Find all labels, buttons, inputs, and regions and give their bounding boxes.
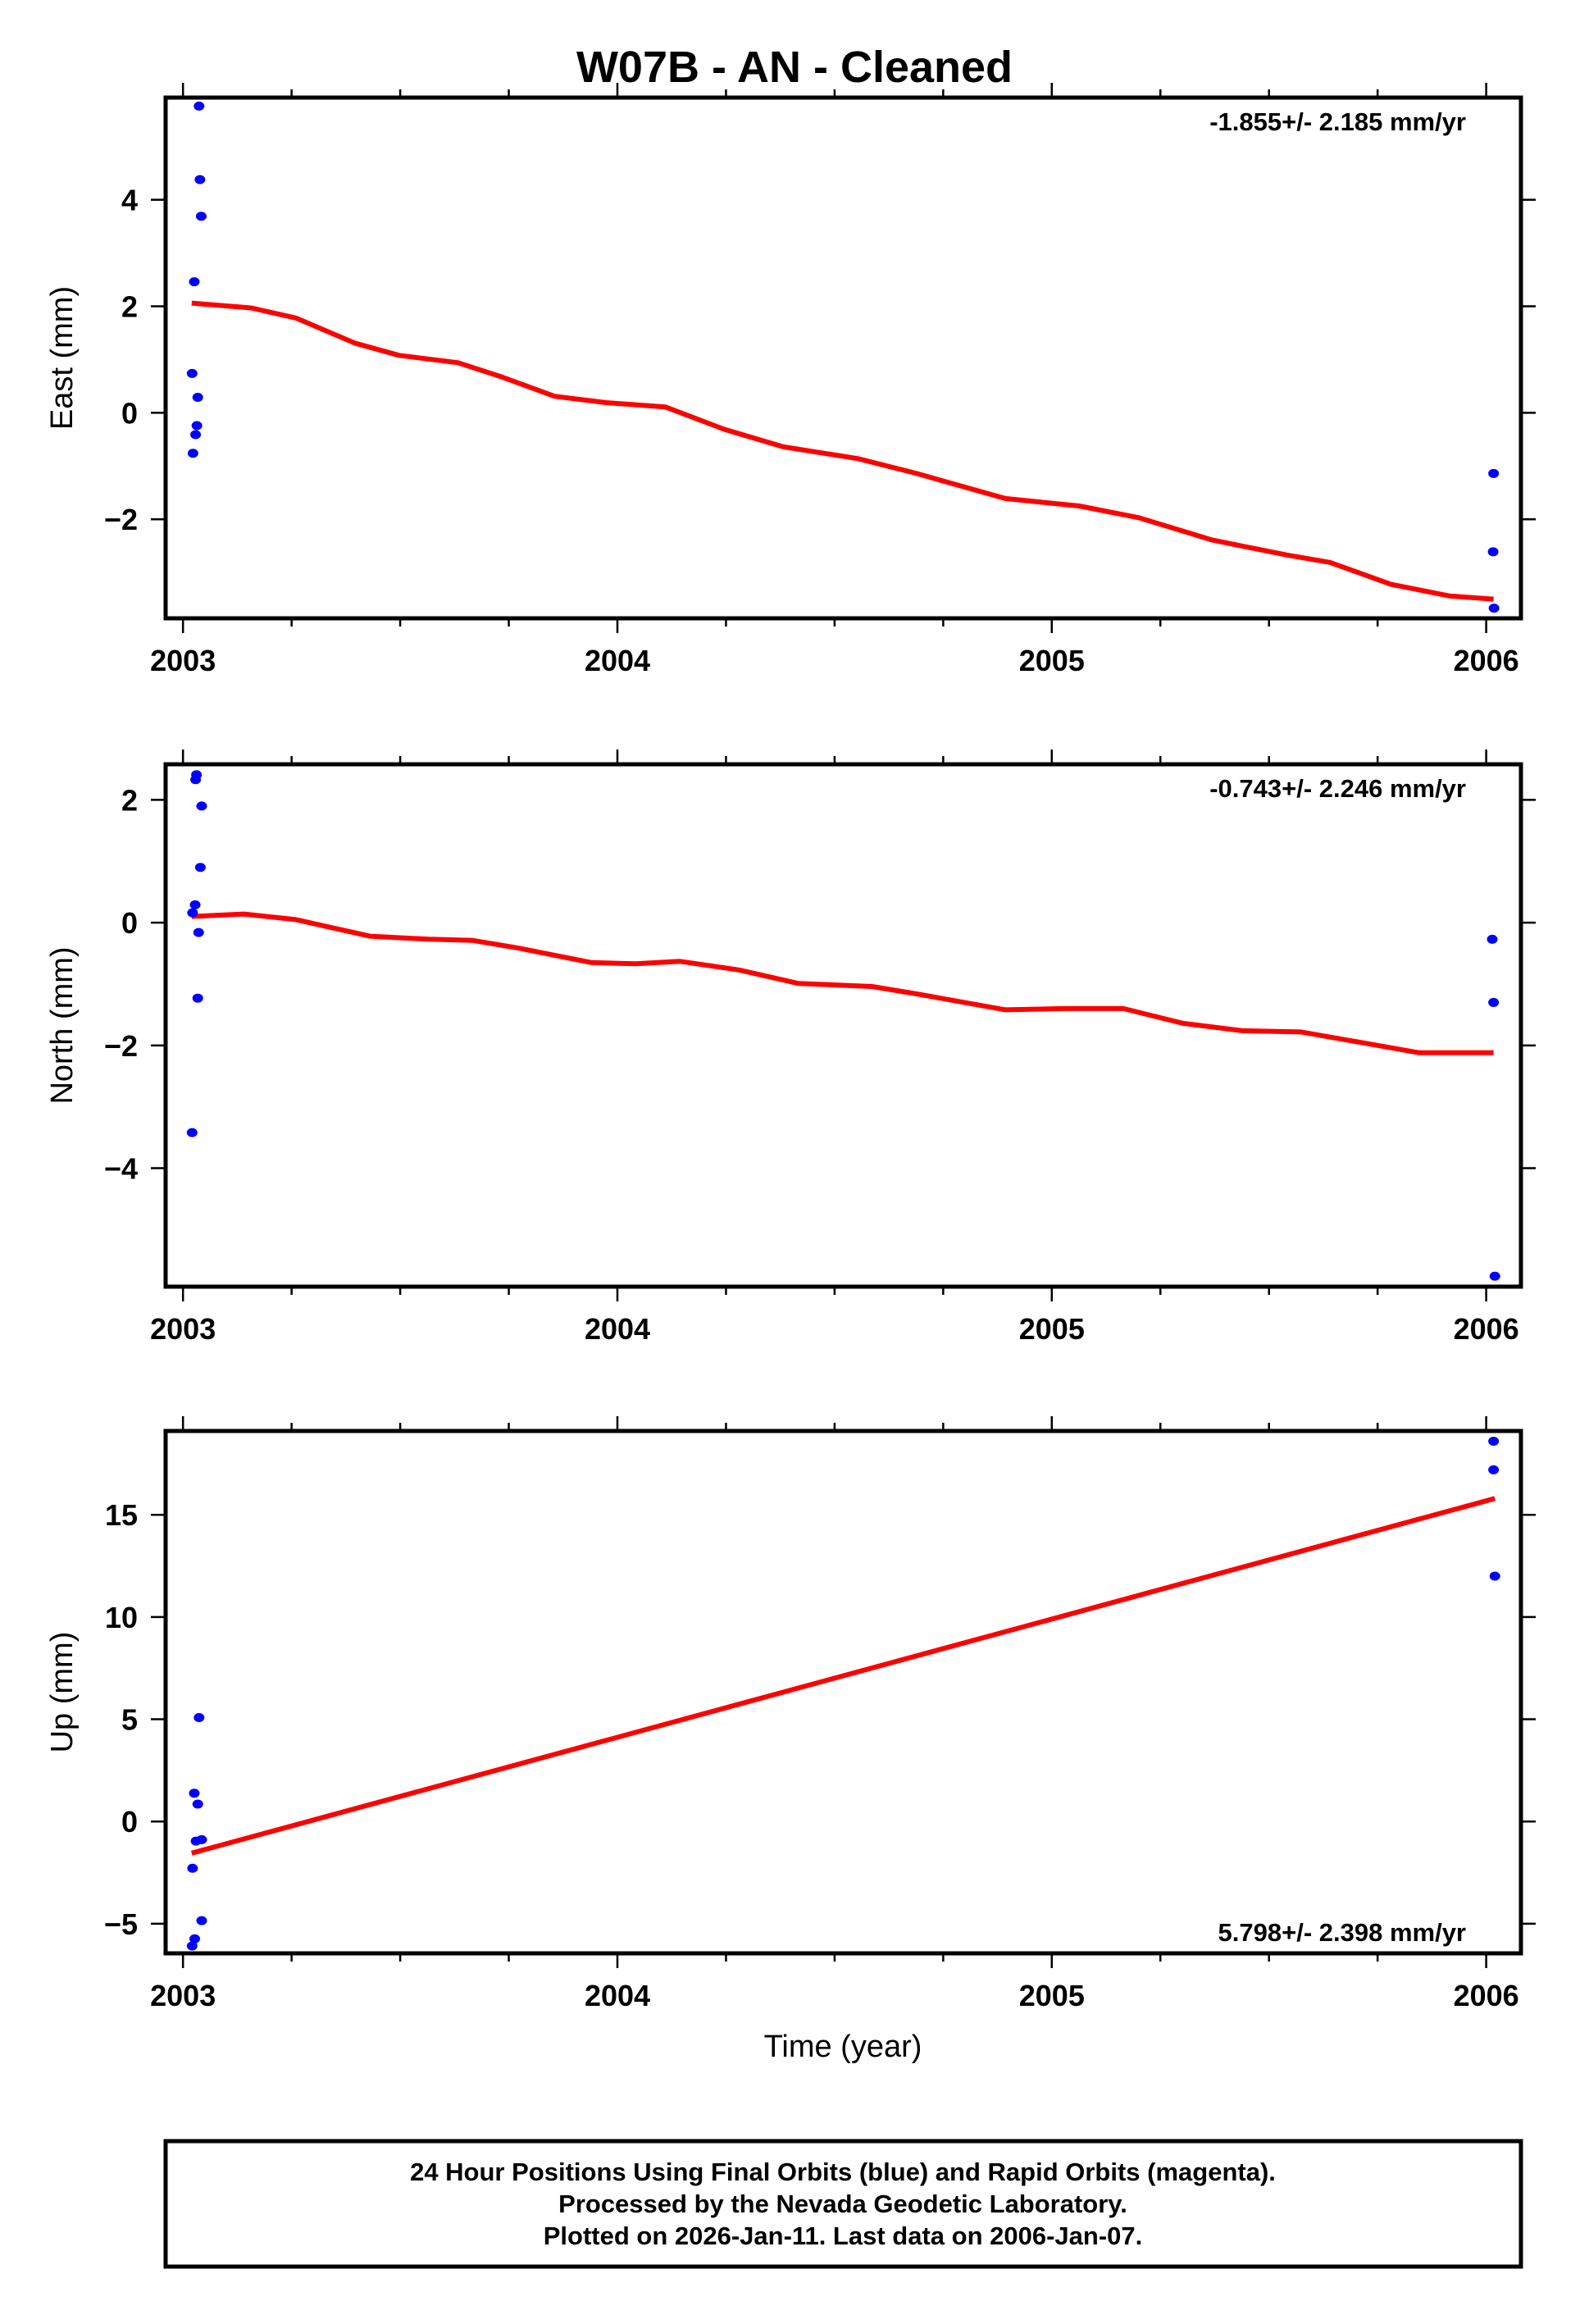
x-tick-label: 2004 (585, 1979, 650, 2012)
y-tick-label: 0 (121, 1805, 138, 1839)
data-point (1488, 468, 1500, 478)
data-point (1489, 1571, 1500, 1581)
y-tick-label: −2 (104, 503, 138, 536)
data-point (194, 175, 206, 185)
data-point (189, 277, 200, 287)
data-point (189, 1789, 200, 1798)
panel-north: 2003 2004 2005 2006 −4 −2 0 2 -0.743+/- 2.246 mm… (45, 750, 1536, 1346)
plot-frame-up (163, 1429, 1523, 1956)
data-point (196, 1916, 207, 1925)
model-line-east (191, 300, 1494, 602)
x-tick-label: 2006 (1454, 644, 1519, 677)
data-point (1489, 1271, 1500, 1281)
data-point (192, 393, 203, 403)
data-point (194, 1713, 205, 1723)
data-point (196, 801, 207, 811)
footer-line-1: 24 Hour Positions Using Final Orbits (bl… (410, 2158, 1276, 2186)
footer-box (163, 2139, 1523, 2269)
data-point (186, 368, 198, 378)
data-point (1488, 997, 1500, 1007)
y-tick-label: 10 (105, 1601, 138, 1634)
data-point (195, 212, 207, 221)
rate-label-north: -0.743+/- 2.246 mm/yr (1209, 774, 1466, 803)
x-tick-label: 2005 (1019, 1312, 1085, 1346)
plot-frame-east (163, 95, 1523, 621)
x-tick-label: 2003 (150, 1979, 216, 2012)
y-tick-label: 0 (121, 906, 138, 940)
x-tick-label: 2005 (1019, 1979, 1085, 2012)
y-tick-label: 0 (121, 396, 138, 430)
rate-label-up: 5.798+/- 2.398 mm/yr (1218, 1918, 1466, 1947)
x-tick-label: 2005 (1019, 644, 1085, 677)
y-axis-label-east: East (mm) (45, 286, 80, 430)
data-point (192, 1799, 203, 1809)
data-point (187, 449, 198, 458)
data-point (186, 1128, 198, 1137)
footer-line-3: Plotted on 2026-Jan-11. Last data on 200… (544, 2221, 1142, 2250)
data-point (186, 1941, 198, 1951)
panel-up: 2003 2004 2005 2006 −5 0 5 10 15 5.798+/- 2.398 m… (45, 1416, 1536, 2012)
data-point (190, 775, 202, 785)
y-axis-label-north: North (mm) (45, 946, 80, 1104)
figure-title: W07B - AN - Cleaned (576, 43, 1013, 92)
model-line-up (191, 1496, 1496, 1856)
y-tick-label: 4 (121, 184, 138, 217)
model-line-north (191, 911, 1494, 1055)
data-point (1487, 547, 1499, 557)
data-point (190, 1836, 202, 1846)
x-tick-label: 2003 (150, 644, 216, 677)
data-point (1488, 604, 1500, 613)
y-axis-label-up: Up (mm) (45, 1632, 80, 1753)
y-tick-label: 15 (105, 1498, 138, 1532)
data-point (187, 1863, 198, 1873)
data-point (189, 900, 201, 909)
data-point (193, 927, 204, 937)
data-point (191, 421, 203, 431)
data-point (187, 908, 198, 918)
data-point (1488, 1465, 1500, 1474)
x-tick-label: 2004 (585, 644, 650, 677)
rate-label-east: -1.855+/- 2.185 mm/yr (1209, 107, 1466, 136)
x-tick-label: 2004 (585, 1312, 650, 1346)
x-tick-label: 2006 (1454, 1979, 1519, 2012)
y-tick-label: 5 (121, 1703, 138, 1737)
panel-east: 2003 2004 2005 2006 −2 0 2 4 -1.855+/- 2.185 mm/… (45, 83, 1536, 677)
x-axis-label: Time (year) (764, 2030, 922, 2064)
plot-frame-north (163, 762, 1523, 1289)
data-point (194, 863, 206, 873)
footer-line-2: Processed by the Nevada Geodetic Laborat… (558, 2190, 1127, 2218)
data-point (192, 993, 203, 1003)
y-tick-label: 2 (121, 783, 138, 817)
data-point (194, 101, 205, 111)
x-tick-label: 2006 (1454, 1312, 1519, 1346)
x-tick-label: 2003 (150, 1312, 216, 1346)
data-point (1487, 934, 1498, 944)
data-point (189, 1934, 200, 1944)
data-point (190, 430, 202, 440)
y-tick-label: −2 (104, 1029, 138, 1063)
y-tick-label: −5 (104, 1907, 138, 1941)
y-tick-label: −4 (104, 1152, 138, 1186)
y-tick-label: 2 (121, 290, 138, 324)
data-point (1488, 1436, 1500, 1446)
